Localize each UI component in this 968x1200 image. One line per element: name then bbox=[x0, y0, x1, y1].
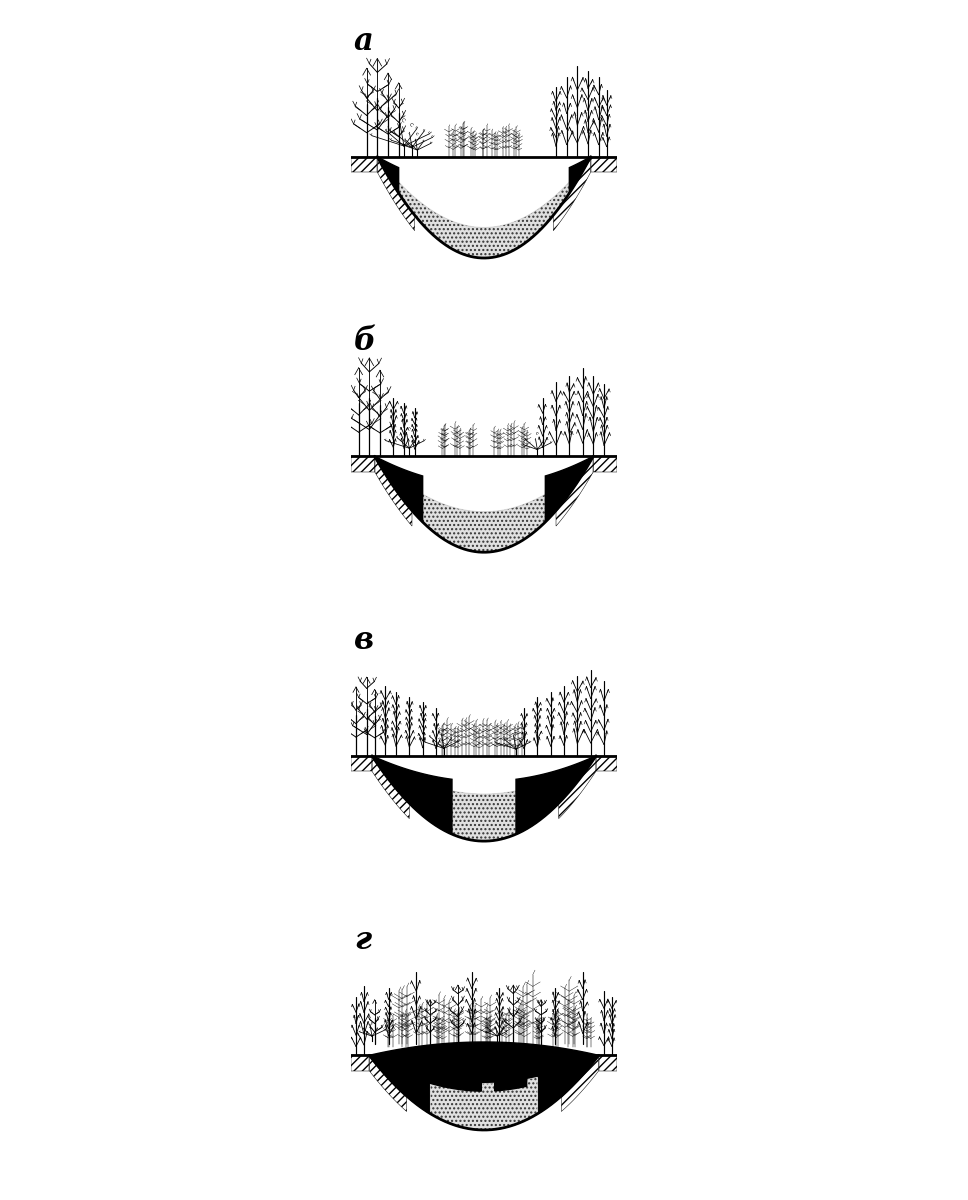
Polygon shape bbox=[444, 1078, 481, 1091]
Polygon shape bbox=[350, 157, 378, 172]
Polygon shape bbox=[378, 157, 399, 193]
Polygon shape bbox=[370, 1055, 407, 1111]
Polygon shape bbox=[376, 457, 592, 552]
Polygon shape bbox=[598, 1055, 618, 1070]
Polygon shape bbox=[372, 756, 409, 818]
Polygon shape bbox=[374, 756, 452, 834]
Polygon shape bbox=[350, 456, 375, 472]
Polygon shape bbox=[396, 1060, 444, 1087]
Polygon shape bbox=[431, 1078, 537, 1130]
Polygon shape bbox=[516, 756, 594, 834]
Text: б: б bbox=[354, 326, 376, 356]
Polygon shape bbox=[371, 1042, 597, 1130]
Polygon shape bbox=[545, 457, 592, 522]
Polygon shape bbox=[561, 1055, 598, 1111]
Polygon shape bbox=[593, 456, 618, 472]
Polygon shape bbox=[556, 456, 593, 526]
Polygon shape bbox=[374, 757, 594, 841]
Text: г: г bbox=[354, 925, 371, 956]
Polygon shape bbox=[569, 157, 590, 193]
Polygon shape bbox=[554, 157, 590, 230]
Polygon shape bbox=[559, 756, 596, 818]
Polygon shape bbox=[350, 756, 372, 772]
Polygon shape bbox=[371, 1056, 597, 1130]
Polygon shape bbox=[590, 157, 618, 172]
Polygon shape bbox=[495, 1078, 527, 1091]
Polygon shape bbox=[378, 158, 590, 258]
Polygon shape bbox=[596, 756, 618, 772]
Polygon shape bbox=[375, 456, 412, 526]
Text: а: а bbox=[354, 26, 374, 58]
Polygon shape bbox=[350, 1055, 370, 1070]
Polygon shape bbox=[378, 157, 414, 230]
Polygon shape bbox=[376, 457, 423, 522]
Text: в: в bbox=[354, 625, 374, 656]
